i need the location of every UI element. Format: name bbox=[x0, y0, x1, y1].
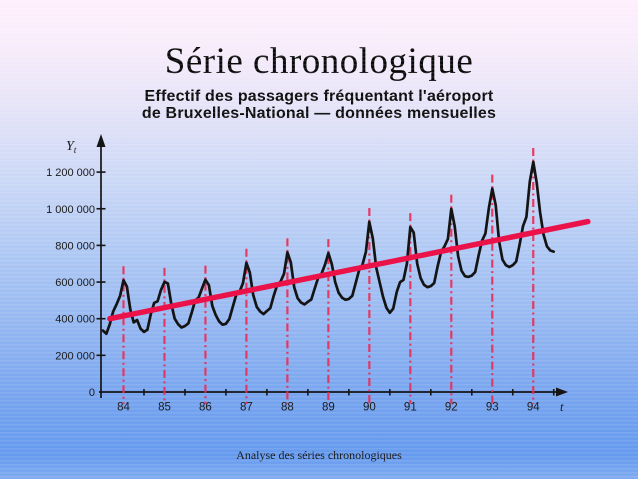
y-axis-arrow-icon bbox=[96, 134, 106, 147]
slide-footer: Analyse des séries chronologiques bbox=[236, 448, 402, 462]
subtitle-line-2: de Bruxelles-National — données mensuell… bbox=[141, 105, 497, 122]
x-tick-label: 90 bbox=[363, 402, 376, 414]
x-axis-symbol: t bbox=[560, 400, 564, 414]
y-tick-label: 1 000 000 bbox=[46, 204, 95, 216]
x-tick-label: 88 bbox=[281, 402, 294, 414]
y-tick-label: 1 200 000 bbox=[46, 167, 95, 179]
x-tick-label: 93 bbox=[486, 402, 499, 414]
x-tick-label: 87 bbox=[240, 402, 253, 414]
subtitle-line-1: Effectif des passagers fréquentant l'aér… bbox=[144, 88, 494, 105]
page-title: Série chronologique bbox=[164, 41, 474, 82]
x-tick-label: 89 bbox=[322, 402, 335, 414]
x-tick-label: 84 bbox=[117, 402, 130, 414]
trend-line bbox=[107, 218, 591, 322]
x-tick-label: 91 bbox=[404, 402, 417, 414]
x-tick-label: 86 bbox=[199, 402, 212, 414]
x-tick-label: 94 bbox=[527, 402, 540, 414]
y-tick-label: 0 bbox=[89, 387, 95, 399]
x-tick-label: 85 bbox=[158, 402, 171, 414]
x-tick-label: 92 bbox=[445, 402, 458, 414]
chart-subtitle: Effectif des passagers fréquentant l'aér… bbox=[0, 88, 638, 122]
y-axis-symbol: Yt bbox=[66, 139, 77, 156]
y-tick-label: 200 000 bbox=[55, 350, 95, 362]
y-tick-label: 600 000 bbox=[55, 277, 95, 289]
y-tick-label: 800 000 bbox=[55, 240, 95, 252]
y-tick-label: 400 000 bbox=[55, 314, 95, 326]
x-axis-arrow-icon bbox=[556, 387, 568, 397]
data-curve bbox=[101, 160, 556, 336]
